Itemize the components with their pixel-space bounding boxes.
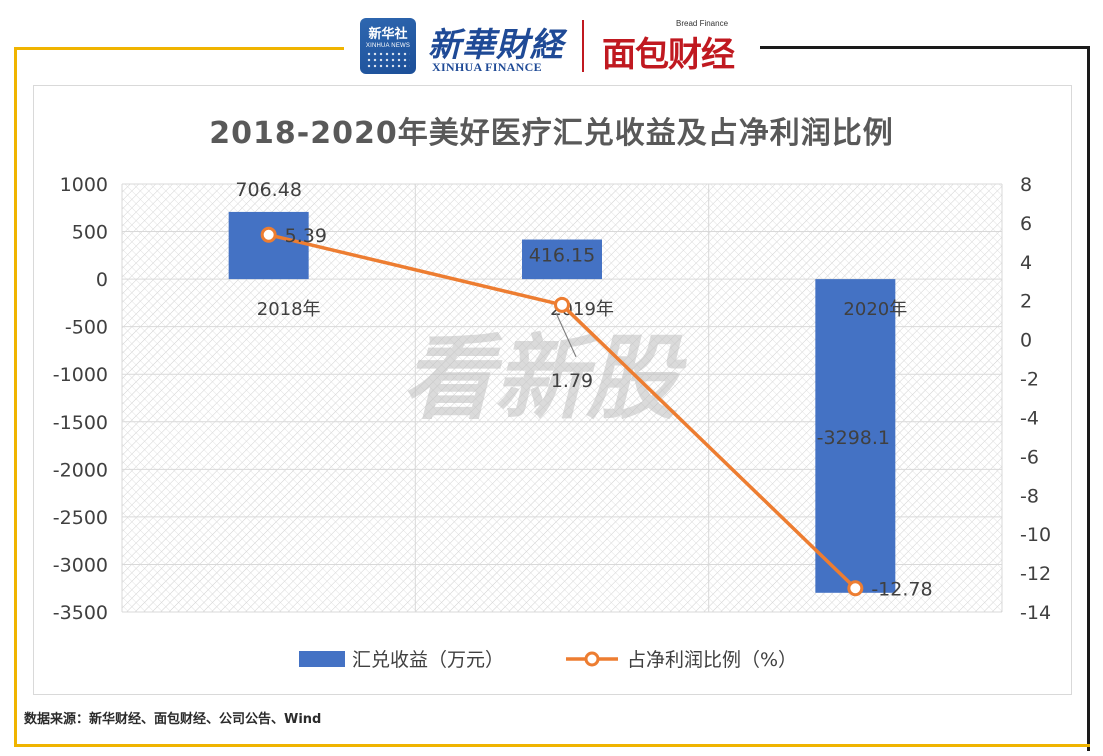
frame-left-rule xyxy=(14,47,17,747)
bread-finance-logo-en: Bread Finance xyxy=(676,19,729,28)
right-tick-label: -2 xyxy=(1020,369,1039,391)
left-tick-label: -500 xyxy=(65,317,108,339)
bread-finance-logo-cn: 面包财经 xyxy=(602,35,735,75)
frame-top-left-rule xyxy=(14,47,344,50)
bar xyxy=(815,279,896,593)
left-tick-label: -2500 xyxy=(53,507,108,529)
label-leader-line xyxy=(555,312,577,358)
frame-bottom-rule xyxy=(14,744,1090,747)
right-tick-label: -10 xyxy=(1020,524,1051,546)
left-tick-label: 500 xyxy=(72,222,108,244)
legend-line-marker xyxy=(584,651,600,667)
right-tick-label: -12 xyxy=(1020,563,1051,585)
right-tick-label: 0 xyxy=(1020,330,1032,352)
legend-bar-label: 汇兑收益（万元） xyxy=(352,649,504,671)
left-tick-label: -1500 xyxy=(53,412,108,434)
right-tick-label: -6 xyxy=(1020,446,1039,468)
right-axis-ticks: 8 6 4 2 0 -2 -4 -6 -8 -10 -12 -14 xyxy=(1020,174,1051,624)
bar-data-label: 706.48 xyxy=(235,179,301,201)
line-data-label: 5.39 xyxy=(285,225,327,247)
frame-top-right-rule xyxy=(760,46,1090,49)
line-point xyxy=(260,226,277,243)
right-tick-label: -14 xyxy=(1020,602,1051,624)
right-tick-label: -4 xyxy=(1020,407,1039,429)
line-data-labels: 5.39 1.79 -12.78 xyxy=(285,225,933,600)
line-point xyxy=(554,296,570,313)
bar-data-labels: 706.48 416.15 -3298.1 xyxy=(235,179,890,449)
right-tick-label: 6 xyxy=(1020,213,1032,235)
chart-title: 2018-2020年美好医疗汇兑收益及占净利润比例 xyxy=(209,116,894,151)
globe-dots-icon xyxy=(366,51,410,69)
left-tick-label: -3500 xyxy=(53,602,108,624)
left-axis-ticks: 1000 500 0 -500 -1000 -1500 -2000 -2500 -3000 -35… xyxy=(53,174,108,624)
right-tick-label: -8 xyxy=(1020,485,1039,507)
bar xyxy=(228,211,309,280)
xinhua-finance-logo-en: XINHUA FINANCE xyxy=(432,60,542,74)
bar xyxy=(522,239,602,280)
right-tick-label: 8 xyxy=(1020,174,1032,196)
logo-divider xyxy=(582,20,584,72)
xinhua-news-logo: 新华社 XINHUA NEWS xyxy=(360,18,416,74)
category-label: 2020年 xyxy=(843,299,907,320)
watermark: 看新股 xyxy=(402,325,687,432)
bar-data-label: -3298.1 xyxy=(817,427,890,449)
left-tick-label: -2000 xyxy=(53,459,108,481)
xinhua-finance-logo-cn: 新華財経 xyxy=(428,25,564,64)
frame-right-rule xyxy=(1087,46,1090,751)
xinhua-badge-en: XINHUA NEWS xyxy=(365,43,411,49)
right-tick-label: 4 xyxy=(1020,252,1032,274)
header-logos: 新华社 XINHUA NEWS 新華財経 XINHUA FINANCE Brea… xyxy=(358,14,758,76)
line-point xyxy=(847,580,864,597)
legend: 汇兑收益（万元） 占净利润比例（%） xyxy=(299,649,797,671)
xinhua-badge-cn: 新华社 xyxy=(368,27,408,42)
left-tick-label: -1000 xyxy=(53,364,108,386)
left-tick-label: 1000 xyxy=(60,174,108,196)
line-data-label: 1.79 xyxy=(551,370,593,392)
line-series xyxy=(260,226,864,597)
source-note: 数据来源：新华财经、面包财经、公司公告、Wind xyxy=(24,712,322,727)
line-data-label: -12.78 xyxy=(871,578,932,600)
legend-line-label: 占净利润比例（%） xyxy=(627,649,797,671)
legend-bar-swatch xyxy=(299,651,345,667)
right-tick-label: 2 xyxy=(1020,291,1032,313)
bar-data-label: 416.15 xyxy=(529,245,595,267)
category-label: 2018年 xyxy=(257,299,321,320)
category-labels: 2018年 2019年 2020年 xyxy=(257,299,907,320)
left-tick-label: 0 xyxy=(96,269,108,291)
left-tick-label: -3000 xyxy=(53,554,108,576)
bar-series xyxy=(228,211,896,593)
